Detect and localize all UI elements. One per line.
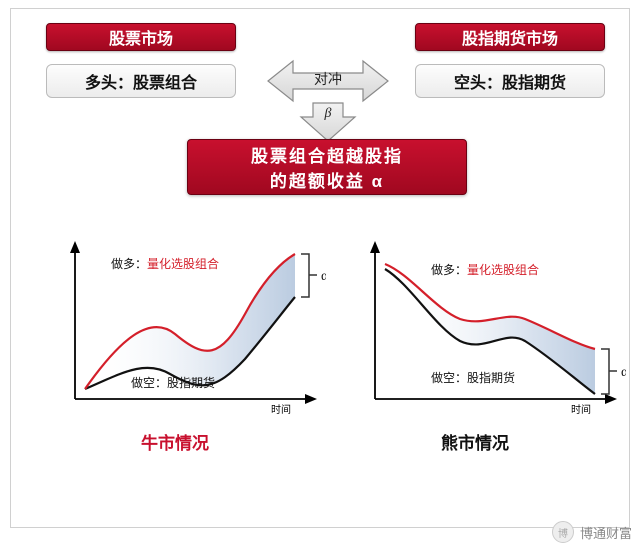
short-prefix: 做空： [131, 376, 167, 390]
long-position-box: 多头：股票组合 [46, 64, 236, 98]
alpha-line2: 的超额收益 α [270, 167, 384, 192]
alpha-line1: 股票组合超越股指 [251, 142, 403, 167]
stock-market-header: 股票市场 [46, 23, 236, 51]
beta-label: β [324, 106, 332, 121]
bull-x-axis-label: 时间 [271, 401, 291, 416]
diagram-frame: 股票市场 股指期货市场 多头：股票组合 空头：股指期货 对冲 β 股票组合超越股… [10, 8, 630, 528]
bull-short-label: 做空：股指期货 [131, 374, 215, 391]
bear-long-label: 做多：量化选股组合 [431, 261, 539, 278]
futures-market-header: 股指期货市场 [415, 23, 605, 51]
bull-chart: α 做多：量化选股组合 做空：股指期货 时间 牛市情况 [51, 239, 326, 454]
short-value: 股指期货 [167, 376, 215, 390]
bear-alpha-label: α [621, 365, 626, 380]
long-prefix: 做多： [431, 263, 467, 277]
bull-fill-area [85, 254, 295, 389]
bull-alpha-label: α [321, 269, 326, 284]
bear-x-axis-label: 时间 [571, 401, 591, 416]
alpha-return-box: 股票组合超越股指 的超额收益 α [187, 139, 467, 195]
bear-short-label: 做空：股指期货 [431, 369, 515, 386]
bull-title: 牛市情况 [141, 429, 209, 454]
bull-long-label: 做多：量化选股组合 [111, 255, 219, 272]
short-value: 股指期货 [467, 371, 515, 385]
watermark: 博 博通财富 [552, 521, 632, 543]
short-position-box: 空头：股指期货 [415, 64, 605, 98]
long-value: 量化选股组合 [147, 257, 219, 271]
bull-alpha-bracket [301, 254, 317, 297]
hedge-arrow-group: 对冲 β [263, 51, 393, 141]
bear-title: 熊市情况 [441, 429, 509, 454]
watermark-text: 博通财富 [580, 523, 632, 542]
hedge-label: 对冲 [314, 72, 342, 88]
watermark-icon: 博 [552, 521, 574, 543]
long-prefix: 做多： [111, 257, 147, 271]
long-value: 量化选股组合 [467, 263, 539, 277]
bear-alpha-bracket [601, 349, 617, 394]
short-prefix: 做空： [431, 371, 467, 385]
bear-chart: α 做多：量化选股组合 做空：股指期货 时间 熊市情况 [351, 239, 626, 454]
